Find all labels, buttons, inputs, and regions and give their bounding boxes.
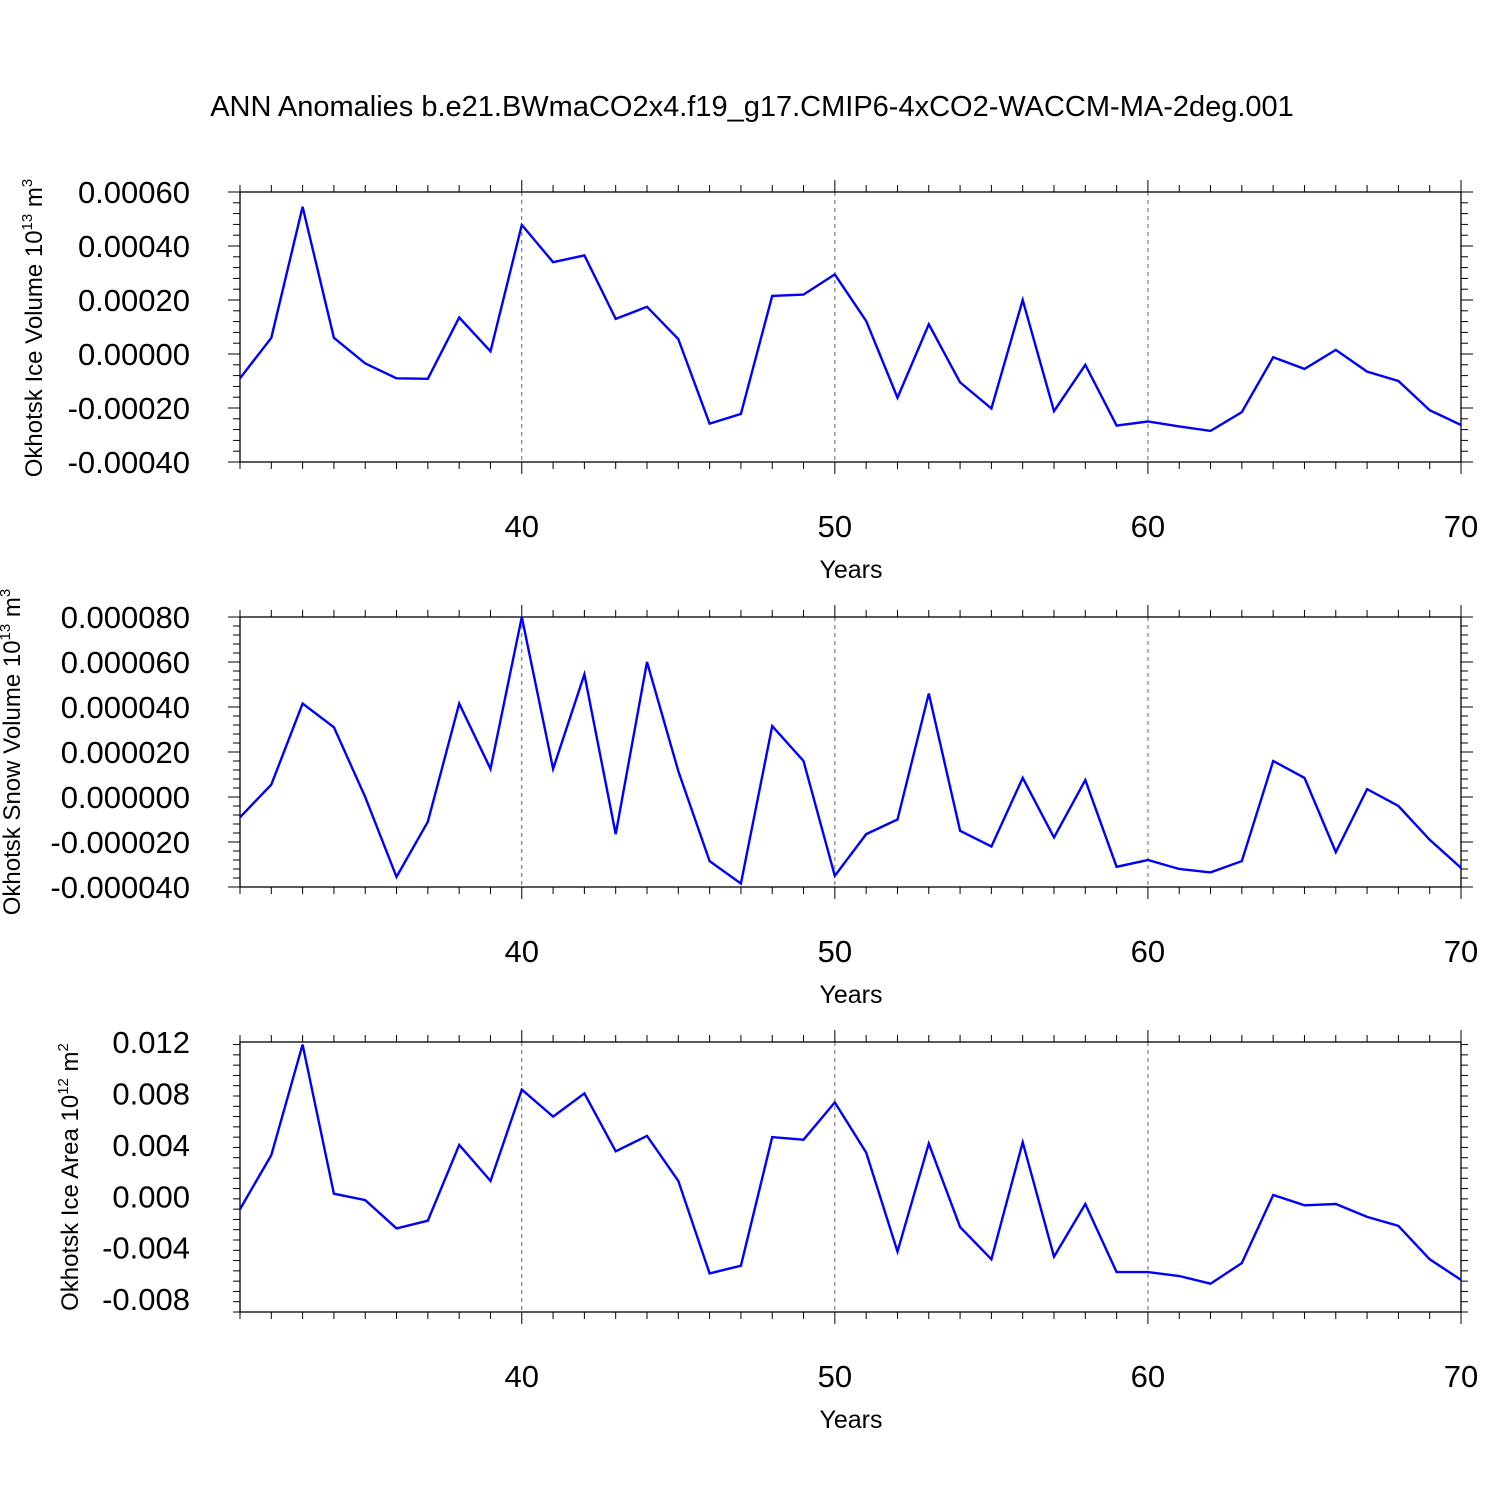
x-tick-label: 40 (505, 934, 539, 969)
y-tick-label: 0.000 (112, 1179, 190, 1214)
plot-frame (239, 191, 1462, 463)
y-axis-label: Okhotsk Snow Volume 1013 m3 (0, 589, 26, 916)
y-tick-label: -0.000020 (50, 825, 190, 860)
x-axis-label: Years (819, 1406, 882, 1434)
chart-title: ANN Anomalies b.e21.BWmaCO2x4.f19_g17.CM… (210, 91, 1294, 123)
x-tick-label: 50 (818, 934, 852, 969)
panel-2: -0.000040 -0.000020 0.000000 0.000020 0.0000… (0, 589, 1478, 1009)
y-axis-label-part: m (57, 1051, 84, 1078)
y-tick-label: -0.008 (102, 1282, 190, 1317)
y-axis-label-part: m (21, 187, 48, 214)
y-tick-label: 0.000060 (61, 645, 190, 680)
plot-frame (239, 1041, 1462, 1313)
panel-1: -0.00040 -0.00020 0.00000 0.00020 0.00040 0.0… (19, 175, 1478, 584)
x-axis-label: Years (819, 556, 882, 584)
x-tick-label: 40 (505, 509, 539, 544)
y-tick-label: 0.008 (112, 1076, 190, 1111)
y-axis-label-part: 13 (19, 214, 36, 231)
x-tick-label: 60 (1131, 934, 1165, 969)
y-axis-label: Okhotsk Ice Area 1012 m2 (55, 1043, 84, 1311)
y-tick-label: 0.00020 (78, 283, 190, 318)
y-tick-label: 0.000020 (61, 735, 190, 770)
y-tick-label: -0.00020 (68, 391, 190, 426)
plot-frame (239, 616, 1462, 888)
x-tick-label: 60 (1131, 509, 1165, 544)
y-axis-label-part: 12 (55, 1078, 72, 1095)
y-tick-label: -0.004 (102, 1231, 190, 1266)
y-axis-label: Okhotsk Ice Volume 1013 m3 (19, 179, 48, 478)
y-axis-label-part: Okhotsk Ice Area 10 (57, 1095, 84, 1311)
y-tick-label: 0.004 (112, 1128, 190, 1163)
y-tick-label: 0.000000 (61, 780, 190, 815)
series-line (239, 616, 1462, 886)
y-tick-label: -0.00040 (68, 445, 190, 480)
series-line (238, 1044, 1462, 1285)
y-axis-label-part: 3 (19, 179, 36, 187)
x-tick-label: 50 (818, 509, 852, 544)
y-tick-label: 0.00060 (78, 175, 190, 210)
y-tick-label: 0.000080 (61, 600, 190, 635)
x-axis-label: Years (819, 981, 882, 1009)
series-line (239, 206, 1462, 433)
x-tick-label: 40 (505, 1359, 539, 1394)
y-axis-label-part: Okhotsk Snow Volume 10 (0, 640, 26, 915)
y-axis-label-part: 3 (0, 589, 14, 597)
y-tick-label: 0.00040 (78, 229, 190, 264)
y-axis-label-part: m (0, 597, 26, 624)
y-axis-label-part: Okhotsk Ice Volume 10 (21, 230, 48, 477)
panel-3: -0.008 -0.004 0.000 0.004 0.008 0.012 40 50 60 70… (55, 1025, 1478, 1434)
x-tick-label: 70 (1444, 934, 1478, 969)
y-tick-label: 0.00000 (78, 337, 190, 372)
y-axis-label-part: 2 (55, 1043, 72, 1051)
y-tick-label: 0.000040 (61, 690, 190, 725)
x-tick-label: 50 (818, 1359, 852, 1394)
y-tick-label: 0.012 (112, 1025, 190, 1060)
y-axis-label-part: 13 (0, 624, 14, 641)
x-tick-label: 60 (1131, 1359, 1165, 1394)
y-tick-label: -0.000040 (50, 870, 190, 905)
x-tick-label: 70 (1444, 1359, 1478, 1394)
x-tick-label: 70 (1444, 509, 1478, 544)
